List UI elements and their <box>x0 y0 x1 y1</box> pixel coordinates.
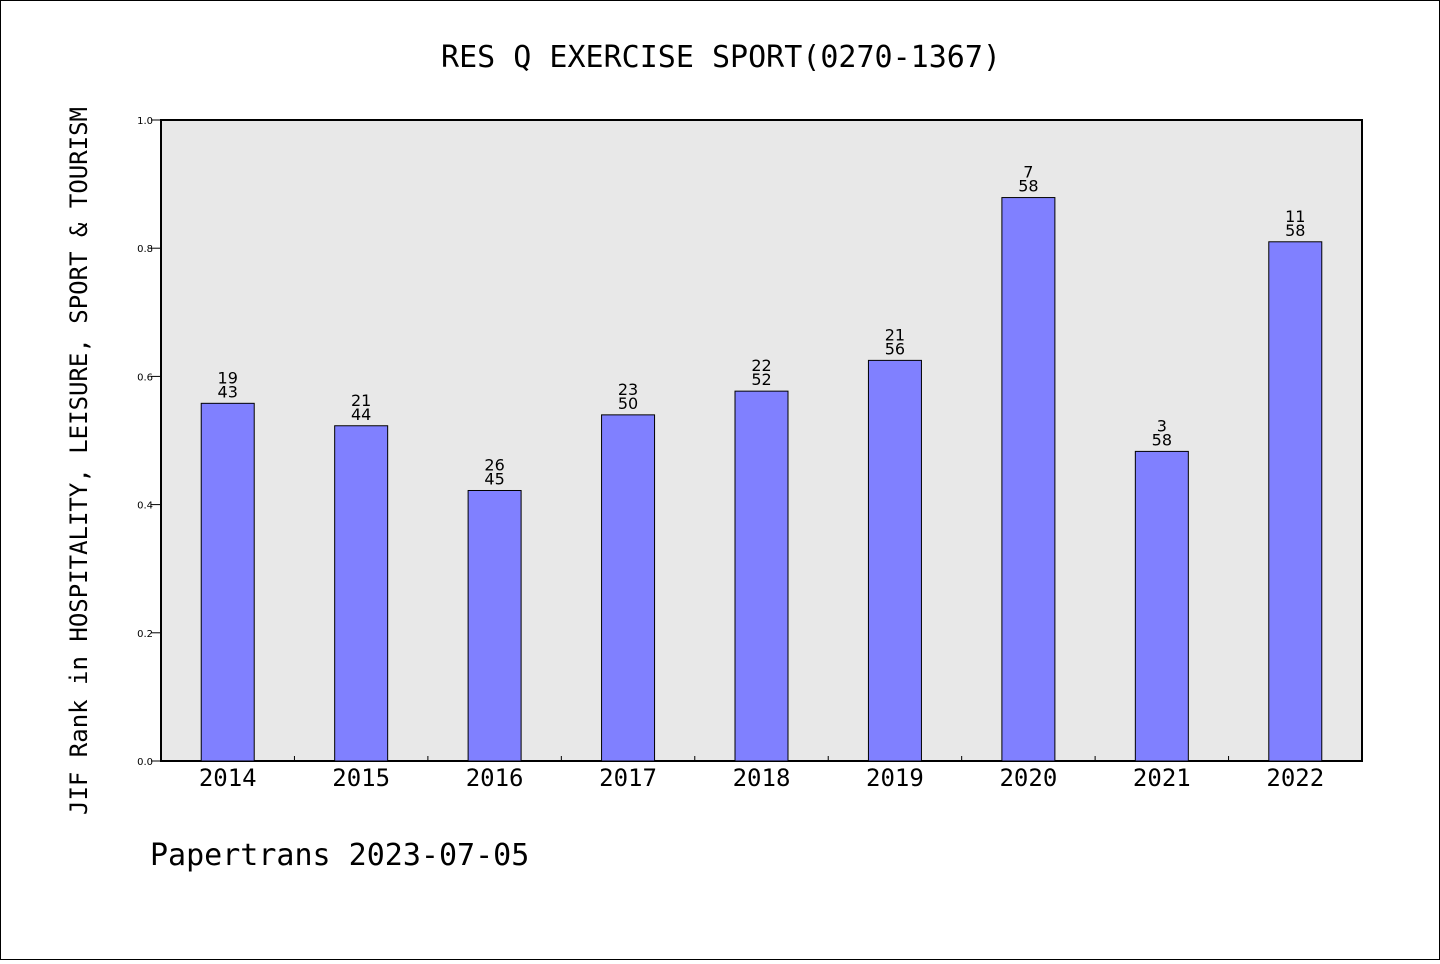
bar-total-label: 45 <box>484 469 504 488</box>
bar-total-label: 52 <box>751 370 771 389</box>
credit-text: Papertrans 2023-07-05 <box>150 838 529 873</box>
bar-rank-label: 22 <box>751 356 771 375</box>
x-tick-label: 2019 <box>866 764 924 792</box>
y-axis: 0.0 0.2 0.4 0.6 0.8 1.0 <box>137 116 161 768</box>
y-tick-label: 0.2 <box>137 629 153 640</box>
bar-rank-label: 7 <box>1023 163 1033 182</box>
x-tick-label: 2022 <box>1266 764 1324 792</box>
bar-2014 <box>200 402 255 762</box>
bar-rank-label: 19 <box>218 368 238 387</box>
chart-title: RES Q EXERCISE SPORT(0270-1367) <box>441 40 1001 75</box>
x-tick-label: 2020 <box>999 764 1057 792</box>
bar-total-label: 43 <box>218 382 238 401</box>
bar-total-label: 56 <box>885 339 905 358</box>
y-tick-label: 1.0 <box>137 116 153 127</box>
y-axis-label: JIF Rank in HOSPITALITY, LEISURE, SPORT … <box>65 107 93 815</box>
bar-total-label: 58 <box>1152 430 1172 449</box>
y-tick-label: 0.0 <box>137 757 153 768</box>
bar-rank-label: 26 <box>484 455 504 474</box>
y-tick-label: 0.8 <box>137 244 153 255</box>
bar-rank-label: 23 <box>618 380 638 399</box>
x-tick-label: 2015 <box>332 764 390 792</box>
bar-total-label: 58 <box>1285 221 1305 240</box>
y-tick-label: 0.6 <box>137 372 153 383</box>
x-tick-label: 2014 <box>199 764 257 792</box>
bar-2021 <box>1134 450 1189 762</box>
x-tick-label: 2021 <box>1133 764 1191 792</box>
x-tick-label: 2017 <box>599 764 657 792</box>
bar-2019 <box>867 359 922 762</box>
bar-2017 <box>601 414 656 762</box>
x-tick-label: 2016 <box>466 764 524 792</box>
bar-2020 <box>1001 197 1056 762</box>
bar-total-label: 50 <box>618 394 638 413</box>
bar-2022 <box>1268 241 1323 762</box>
bar-2018 <box>734 390 789 762</box>
bar-rank-label: 11 <box>1285 207 1305 226</box>
bar-2016 <box>467 489 522 762</box>
bar-rank-label: 21 <box>351 391 371 410</box>
bar-rank-label: 3 <box>1157 416 1167 435</box>
bar-total-label: 58 <box>1018 177 1038 196</box>
bar-rank-label: 21 <box>885 325 905 344</box>
x-tick-label: 2018 <box>733 764 791 792</box>
bar-total-label: 44 <box>351 405 371 424</box>
x-axis: 2014 2015 2016 2017 2018 2019 2020 2021 2022 <box>199 756 1324 792</box>
y-tick-label: 0.4 <box>137 501 153 512</box>
bar-2015 <box>334 425 389 762</box>
